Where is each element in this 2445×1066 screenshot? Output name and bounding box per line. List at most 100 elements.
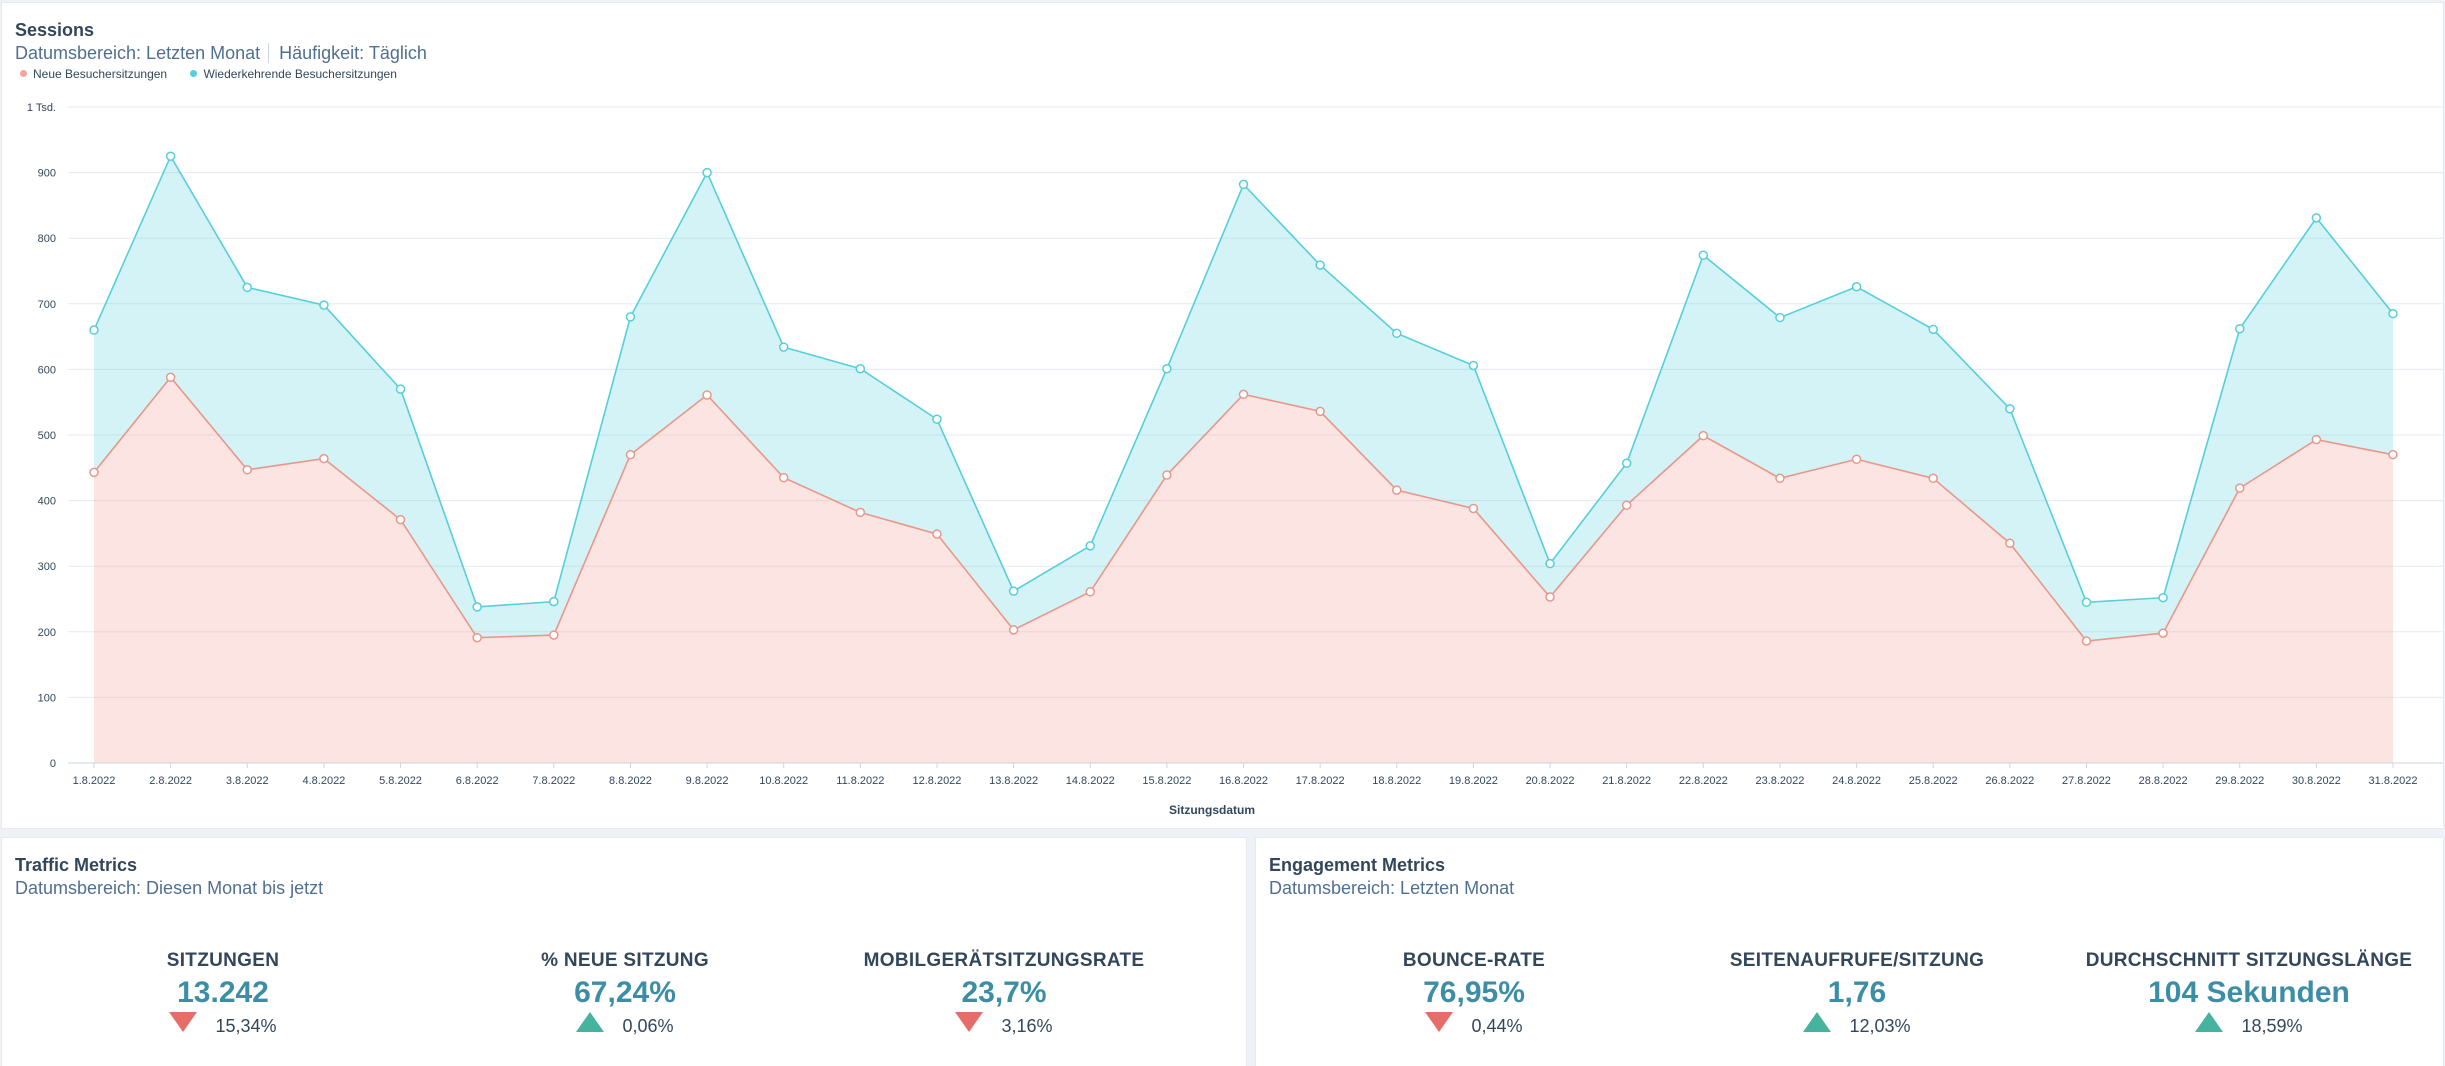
point-new-sessions[interactable] [2388, 449, 2398, 460]
engagement-date-range[interactable]: Datumsbereich: Letzten Monat [1269, 878, 1515, 898]
point-returning-sessions[interactable] [2005, 404, 2015, 414]
point-new-sessions[interactable] [1162, 470, 1172, 480]
point-new-sessions[interactable] [165, 372, 176, 383]
point-new-sessions[interactable] [2234, 483, 2245, 493]
metric-mobilgeraetsitzungsrate: Mobilgerätsitzungsrate 23,7% 3,16% [824, 950, 1184, 1037]
y-tick-label: 1 Tsd. [27, 102, 56, 114]
point-new-sessions[interactable] [1392, 485, 1402, 495]
point-returning-sessions[interactable] [932, 414, 942, 425]
metric-change-value: 15,34% [215, 1016, 277, 1036]
traffic-date-range[interactable]: Datumsbereich: Diesen Monat bis jetzt [15, 878, 324, 898]
point-returning-sessions[interactable] [319, 300, 329, 310]
point-new-sessions[interactable] [395, 514, 406, 525]
point-returning-sessions[interactable] [89, 325, 99, 335]
metric-change: 18,59% [2059, 1012, 2439, 1037]
point-new-sessions[interactable] [1468, 503, 1479, 514]
metric-value: 67,24% [574, 976, 676, 1009]
point-new-sessions[interactable] [472, 632, 482, 643]
x-tick-label: 6.8.2022 [456, 775, 499, 787]
point-returning-sessions[interactable] [2234, 323, 2245, 334]
metric-value: 23,7% [961, 976, 1047, 1009]
metric-label: Mobilgerätsitzungsrate [863, 950, 1145, 971]
metric-change-value: 0,44% [1471, 1016, 1523, 1036]
x-tick-label: 24.8.2022 [1832, 775, 1881, 787]
point-returning-sessions[interactable] [1468, 360, 1479, 371]
trend-down-icon [955, 1012, 984, 1032]
point-new-sessions[interactable] [1085, 587, 1095, 597]
metric-change: 15,34% [43, 1012, 403, 1037]
frequency-filter[interactable]: Häufigkeit: Täglich [279, 43, 427, 63]
metric-change-value: 12,03% [1849, 1016, 1911, 1036]
x-tick-label: 12.8.2022 [912, 775, 961, 787]
trend-up-icon [2195, 1012, 2224, 1032]
point-returning-sessions[interactable] [472, 602, 482, 612]
metric-neue-sitzung: % neue Sitzung 67,24% 0,06% [445, 950, 805, 1037]
metric-change-value: 18,59% [2241, 1016, 2303, 1036]
metric-change-value: 0,06% [622, 1016, 674, 1036]
point-new-sessions[interactable] [1008, 625, 1019, 635]
legend-item-returning[interactable]: Wiederkehrende Besuchersitzungen [190, 67, 397, 81]
point-returning-sessions[interactable] [2081, 597, 2092, 608]
x-tick-label: 29.8.2022 [2215, 775, 2264, 787]
point-returning-sessions[interactable] [1775, 312, 1785, 323]
point-returning-sessions[interactable] [778, 342, 789, 352]
point-new-sessions[interactable] [2005, 538, 2015, 548]
point-new-sessions[interactable] [1851, 454, 1862, 465]
sessions-area-chart: 0 100 200 300 400 500 600 700 800 900 1 Tsd. 1.8.20… [27, 102, 2443, 817]
point-new-sessions[interactable] [1315, 406, 1325, 417]
point-returning-sessions[interactable] [702, 167, 712, 178]
point-returning-sessions[interactable] [855, 363, 866, 374]
x-tick-label: 15.8.2022 [1142, 775, 1191, 787]
point-new-sessions[interactable] [702, 390, 712, 400]
y-tick-label: 400 [38, 496, 56, 508]
point-new-sessions[interactable] [1621, 500, 1632, 510]
point-new-sessions[interactable] [1928, 473, 1938, 484]
x-tick-label: 26.8.2022 [1985, 775, 2034, 787]
point-new-sessions[interactable] [89, 467, 99, 478]
point-returning-sessions[interactable] [2311, 213, 2322, 223]
x-tick-label: 23.8.2022 [1755, 775, 1804, 787]
point-new-sessions[interactable] [778, 472, 789, 483]
point-returning-sessions[interactable] [1008, 586, 1019, 596]
point-new-sessions[interactable] [855, 507, 866, 518]
point-returning-sessions[interactable] [2388, 308, 2398, 319]
date-range-filter[interactable]: Datumsbereich: Letzten Monat [15, 43, 261, 63]
point-returning-sessions[interactable] [1315, 260, 1325, 270]
point-returning-sessions[interactable] [1698, 250, 1709, 261]
point-new-sessions[interactable] [549, 630, 559, 640]
point-returning-sessions[interactable] [1085, 541, 1095, 551]
metric-change: 12,03% [1677, 1012, 2037, 1037]
x-tick-label: 22.8.2022 [1679, 775, 1728, 787]
point-new-sessions[interactable] [625, 449, 636, 460]
point-returning-sessions[interactable] [549, 596, 559, 607]
point-returning-sessions[interactable] [1162, 363, 1172, 374]
point-new-sessions[interactable] [1698, 430, 1709, 441]
point-returning-sessions[interactable] [1545, 558, 1555, 569]
point-new-sessions[interactable] [2081, 636, 2092, 646]
metric-bounce-rate: Bounce-Rate 76,95% 0,44% [1294, 950, 1654, 1037]
point-new-sessions[interactable] [2158, 628, 2168, 638]
point-returning-sessions[interactable] [1851, 281, 1862, 292]
x-tick-label: 18.8.2022 [1372, 775, 1421, 787]
point-returning-sessions[interactable] [165, 151, 176, 161]
point-returning-sessions[interactable] [625, 312, 636, 322]
point-new-sessions[interactable] [1545, 592, 1555, 602]
area-new-sessions [94, 377, 2393, 763]
point-returning-sessions[interactable] [395, 384, 406, 394]
metric-sitzungslaenge: Durchschnitt Sitzungslänge 104 Sekunden … [2059, 950, 2439, 1037]
point-new-sessions[interactable] [319, 453, 329, 464]
point-new-sessions[interactable] [242, 465, 253, 475]
point-returning-sessions[interactable] [1392, 328, 1402, 339]
point-returning-sessions[interactable] [2158, 592, 2168, 603]
point-returning-sessions[interactable] [1238, 179, 1249, 190]
point-returning-sessions[interactable] [1621, 458, 1632, 468]
point-new-sessions[interactable] [932, 529, 942, 539]
point-returning-sessions[interactable] [1928, 324, 1938, 335]
y-tick-label: 600 [38, 364, 56, 376]
point-new-sessions[interactable] [2311, 434, 2322, 445]
point-new-sessions[interactable] [1775, 473, 1785, 484]
point-new-sessions[interactable] [1238, 389, 1249, 400]
legend-item-new[interactable]: Neue Besuchersitzungen [20, 67, 167, 81]
metric-label: Sitzungen [166, 950, 280, 971]
point-returning-sessions[interactable] [242, 282, 253, 293]
